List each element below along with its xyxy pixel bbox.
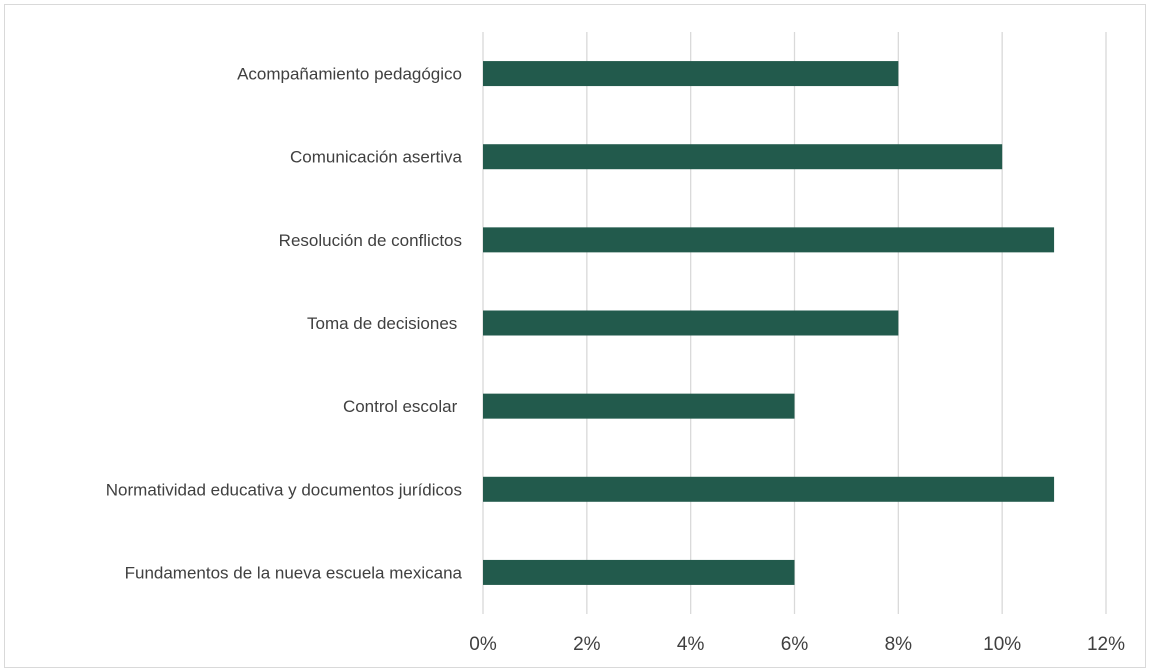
bars [483, 61, 1055, 585]
bar-0 [483, 61, 899, 87]
x-axis-tick-labels: 0% 2% 4% 6% 8% 10% 12% [469, 634, 1125, 655]
category-label-3: Toma de decisiones [307, 314, 462, 333]
x-tick-label-0: 0% [469, 634, 497, 655]
bar-2 [483, 227, 1055, 253]
category-label-6: Fundamentos de la nueva escuela mexicana [125, 563, 463, 582]
bar-1 [483, 144, 1003, 170]
x-tick-label-5: 10% [983, 634, 1021, 655]
category-label-5: Normatividad educativa y documentos jurí… [106, 480, 462, 499]
category-label-4: Control escolar [343, 397, 462, 416]
category-labels: Acompañamiento pedagógico Comunicación as… [106, 65, 463, 583]
x-tick-label-1: 2% [573, 634, 601, 655]
category-label-0: Acompañamiento pedagógico [237, 65, 462, 84]
bar-4 [483, 393, 795, 419]
x-tick-label-2: 4% [677, 634, 705, 655]
bar-3 [483, 310, 899, 336]
x-tick-label-4: 8% [885, 634, 913, 655]
bar-6 [483, 559, 795, 585]
x-tick-label-6: 12% [1087, 634, 1125, 655]
x-tick-label-3: 6% [781, 634, 809, 655]
chart-frame [4, 4, 1146, 668]
category-label-2: Resolución de conflictos [279, 231, 462, 250]
category-label-1: Comunicación asertiva [290, 148, 463, 167]
bar-5 [483, 476, 1055, 502]
